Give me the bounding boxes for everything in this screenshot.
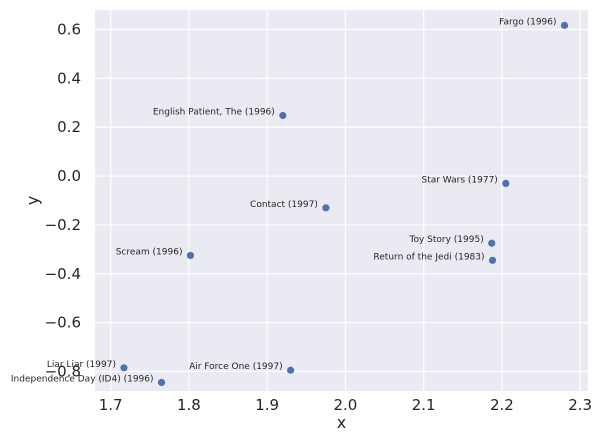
y-tick-label: −0.8 <box>45 362 81 380</box>
point-label: Independence Day (ID4) (1996) <box>11 374 154 384</box>
point-label: Star Wars (1977) <box>421 175 497 185</box>
point-label: Air Force One (1997) <box>189 362 283 372</box>
y-tick-labels: 0.6 0.4 0.2 0.0 −0.2 −0.4 −0.6 −0.8 <box>45 21 81 381</box>
point-label: Liar Liar (1997) <box>47 360 116 370</box>
grid-lines <box>95 10 588 391</box>
y-tick-label: 0.4 <box>57 69 81 87</box>
point-labels: Fargo (1996) English Patient, The (1996) S… <box>11 17 557 384</box>
y-tick-label: 0.6 <box>57 21 81 39</box>
y-tick-label: 0.0 <box>57 167 81 185</box>
x-tick-labels: 1.7 1.8 1.9 2.0 2.1 2.2 2.3 <box>99 396 592 414</box>
y-tick-label: −0.6 <box>45 314 81 332</box>
point-label: Scream (1996) <box>116 247 183 257</box>
scatter-point <box>322 204 330 212</box>
scatter-point <box>120 364 128 372</box>
scatter-point <box>502 179 510 188</box>
x-tick-label: 2.2 <box>490 396 514 414</box>
x-tick-label: 2.3 <box>568 396 592 414</box>
scatter-point <box>157 378 166 387</box>
data-points <box>120 21 569 387</box>
point-label: Fargo (1996) <box>499 17 556 27</box>
scatter-point <box>560 21 569 29</box>
x-tick-label: 1.7 <box>99 396 123 414</box>
y-tick-label: −0.4 <box>45 265 81 283</box>
x-tick-label: 1.8 <box>177 396 201 414</box>
scatter-point <box>279 111 287 120</box>
x-tick-label: 2.1 <box>412 396 436 414</box>
plot-area <box>95 10 588 391</box>
y-axis-title: y <box>23 196 42 205</box>
y-tick-label: 0.2 <box>57 118 81 136</box>
x-axis-title: x <box>337 413 346 432</box>
point-label: Contact (1997) <box>250 200 318 210</box>
scatter-point <box>186 251 195 260</box>
x-tick-label: 1.9 <box>255 396 279 414</box>
scatter-point <box>287 366 295 374</box>
y-tick-label: −0.2 <box>45 216 81 234</box>
x-tick-label: 2.0 <box>333 396 357 414</box>
point-label: Toy Story (1995) <box>409 235 484 245</box>
scatter-point <box>488 239 496 247</box>
scatter-point <box>488 256 497 264</box>
point-label: English Patient, The (1996) <box>153 108 275 118</box>
point-label: Return of the Jedi (1983) <box>373 252 484 262</box>
